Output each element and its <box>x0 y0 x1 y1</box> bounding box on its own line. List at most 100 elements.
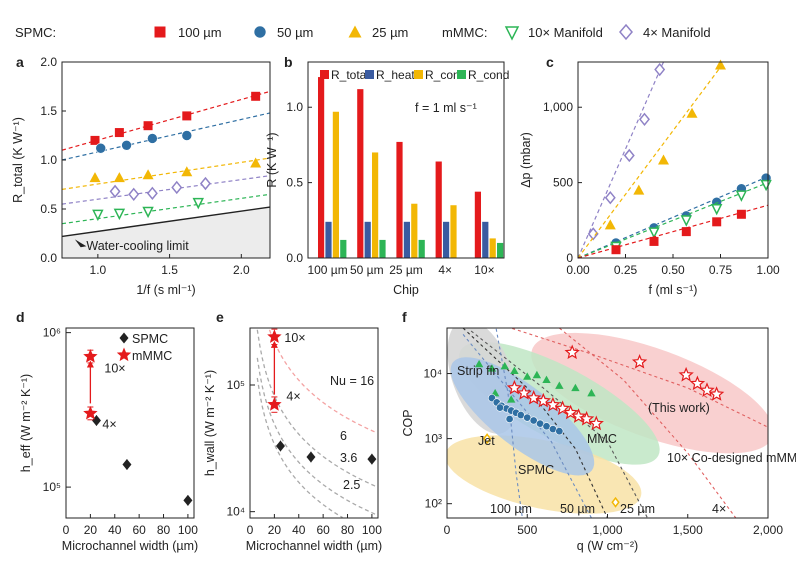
xticklabel-f-2: 1,000 <box>592 523 622 537</box>
yticklabel-a-0: 0.0 <box>40 251 57 265</box>
point-c-1-0 <box>604 219 616 230</box>
bar-b-0-2 <box>332 111 339 258</box>
point-c-4-1 <box>649 236 659 246</box>
xticklabel-c-4: 1.00 <box>756 263 780 277</box>
point-f-1-3 <box>510 366 519 375</box>
bar-b-4-1 <box>482 221 489 258</box>
point-f-3-1 <box>611 496 620 508</box>
yticklabel-b-0: 0.0 <box>286 251 303 265</box>
legend-swatch-b-2 <box>414 70 423 79</box>
guide-50um <box>462 328 608 518</box>
panel-label-f: f <box>402 309 407 325</box>
xticklabel-d-5: 100 <box>178 523 198 537</box>
legend-marker-d-mmmc <box>116 347 132 362</box>
point-c-4-3 <box>712 217 722 227</box>
bar-b-1-2 <box>372 152 379 258</box>
point-a-0-2 <box>143 121 153 131</box>
bar-b-0-3 <box>340 239 347 258</box>
point-a-0-4 <box>251 91 261 101</box>
point-c-0-4 <box>654 62 666 77</box>
point-a-3-0 <box>109 184 121 199</box>
point-a-0-1 <box>114 128 124 138</box>
legend-label-b-0: R_total <box>331 68 369 82</box>
legend-mmmc-label: mMMC: <box>442 25 488 40</box>
ylabel-c: Δp (mbar) <box>519 132 533 188</box>
bar-b-4-0 <box>474 191 481 258</box>
panel-f: f Strip fin MMC (This work) 10× Co-designed … <box>401 309 796 553</box>
point-f-0-0 <box>564 344 580 360</box>
point-a-1-3 <box>181 130 193 141</box>
bar-b-1-3 <box>379 239 386 258</box>
point-f-1-0 <box>474 359 484 368</box>
point-a-4-0 <box>92 209 104 222</box>
point-f-1-5 <box>532 370 542 379</box>
point-a-2-4 <box>250 157 262 168</box>
bar-b-1-1 <box>364 221 371 258</box>
xticklabel-b-4: 10× <box>474 263 494 277</box>
yticklabel-f-0: 10² <box>425 497 442 511</box>
point-e-spmc-0 <box>275 440 285 452</box>
nu-curve-e-0 <box>268 329 378 434</box>
legend-label-b-3: R_cond <box>468 68 509 82</box>
xticklabel-c-1: 0.25 <box>614 263 638 277</box>
label-100um: 100 µm <box>490 502 532 516</box>
point-a-2-2 <box>142 169 154 180</box>
point-f-0-6 <box>506 379 523 395</box>
point-c-4-2 <box>681 227 691 237</box>
bar-b-2-2 <box>411 203 418 258</box>
point-f-1-6 <box>542 375 551 384</box>
fit-line-a-2 <box>61 157 271 190</box>
point-f-0-1 <box>631 354 648 369</box>
yticklabel-b-1: 0.5 <box>286 176 303 190</box>
xticklabel-e-2: 40 <box>292 523 306 537</box>
point-f-0-5 <box>709 386 725 401</box>
panel-label-a: a <box>16 54 24 70</box>
point-e-mmmc-1 <box>267 397 282 411</box>
bar-b-2-0 <box>396 141 403 258</box>
xlabel-b: Chip <box>393 283 419 297</box>
point-d-mmmc-1 <box>83 405 98 420</box>
point-a-0-0 <box>90 135 100 145</box>
xticklabel-c-2: 0.50 <box>661 263 685 277</box>
point-e-spmc-1 <box>306 451 316 463</box>
point-f-1-2 <box>500 361 509 370</box>
nu-curve-e-3 <box>256 377 343 519</box>
ylabel-b: R (K W⁻¹) <box>265 132 279 187</box>
point-f-0-7 <box>516 385 532 400</box>
xticklabel-a-2: 2.0 <box>233 263 250 277</box>
nu-label-16: Nu = 16 <box>330 374 374 388</box>
label-d-10x: 10× <box>104 362 125 376</box>
ylabel-a: R_total (K W⁻¹) <box>11 117 25 203</box>
legend-swatch-b-0 <box>320 70 329 79</box>
plot-area-f <box>447 328 768 518</box>
point-c-3-2 <box>680 215 693 227</box>
legend-label-mmmc-1: 4× Manifold <box>643 25 711 40</box>
point-e-mmmc-0 <box>267 329 282 343</box>
xticklabel-c-0: 0.00 <box>566 263 590 277</box>
yticklabel-c-1: 500 <box>553 176 573 190</box>
point-c-1-4 <box>715 59 726 70</box>
yticklabel-a-4: 2.0 <box>40 55 57 69</box>
nu-label-2-5: 2.5 <box>343 478 360 492</box>
bar-b-1-0 <box>357 89 364 258</box>
label-25um: 25 µm <box>620 502 655 516</box>
point-c-0-3 <box>639 112 650 126</box>
yticklabel-f-1: 10³ <box>425 432 442 446</box>
point-c-3-3 <box>710 203 723 216</box>
point-a-4-3 <box>192 197 204 210</box>
xticklabel-b-1: 50 µm <box>350 263 384 277</box>
xlabel-a: 1/f (s ml⁻¹) <box>136 283 195 297</box>
bar-b-0-0 <box>318 77 325 258</box>
point-f-1-1 <box>487 364 497 372</box>
point-c-1-3 <box>686 107 698 118</box>
water-limit-label: Water-cooling limit <box>86 239 189 253</box>
legend-label-spmc-0: 100 µm <box>178 25 222 40</box>
xlabel-f: q (W cm⁻²) <box>577 539 638 553</box>
fit-line-c-3 <box>577 182 769 259</box>
point-d-spmc-1 <box>122 459 132 471</box>
point-f-2-13 <box>495 403 504 412</box>
plot-frame <box>307 61 505 259</box>
point-c-3-1 <box>648 227 660 239</box>
bar-b-3-2 <box>450 205 457 258</box>
point-a-3-4 <box>199 176 211 191</box>
